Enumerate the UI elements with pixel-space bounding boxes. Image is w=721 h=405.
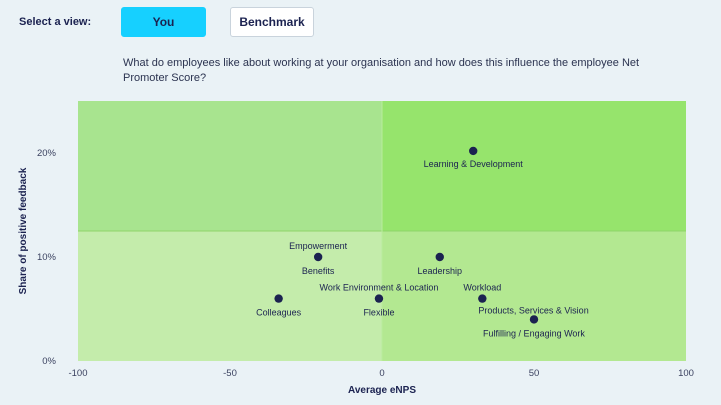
data-point: [478, 294, 487, 303]
x-tick-label: 0: [379, 368, 384, 379]
point-label: Colleagues: [256, 308, 302, 318]
quadrant-bottom-right: [382, 231, 686, 361]
point-label: Empowerment: [289, 241, 348, 251]
data-point: [374, 294, 384, 303]
y-tick-label: 20%: [37, 148, 57, 159]
x-axis-title: Average eNPS: [348, 385, 416, 396]
y-tick-label: 0%: [42, 356, 56, 367]
select-view-label: Select a view:: [19, 16, 92, 28]
point-label: Workload: [463, 283, 501, 293]
quadrant-bottom-left: [78, 231, 382, 361]
data-point: [274, 294, 283, 303]
chart-question: What do employees like about working at …: [123, 57, 640, 84]
x-tick-label: 50: [529, 368, 540, 379]
point-label: Work Environment & Location: [320, 283, 439, 293]
data-point: [469, 146, 478, 156]
benchmark-view-button[interactable]: Benchmark: [230, 7, 314, 37]
data-point: [529, 315, 539, 324]
point-label: Products, Services & Vision: [478, 306, 588, 316]
y-tick-label: 10%: [37, 252, 57, 263]
point-label: Learning & Development: [424, 159, 524, 169]
x-tick-label: -100: [68, 368, 87, 379]
point-label: Flexible: [363, 308, 394, 318]
data-point: [313, 252, 323, 262]
quadrant-top-left: [78, 101, 382, 231]
quadrant-top-right: [382, 101, 686, 231]
point-label: Leadership: [417, 266, 462, 276]
point-label: Fulfilling / Engaging Work: [483, 328, 585, 338]
x-tick-label: 100: [678, 368, 694, 379]
data-point: [435, 252, 444, 262]
you-view-button[interactable]: You: [121, 7, 206, 37]
point-label: Benefits: [302, 266, 335, 276]
x-tick-label: -50: [223, 368, 237, 379]
y-axis-title: Share of positive feedback: [18, 167, 29, 294]
